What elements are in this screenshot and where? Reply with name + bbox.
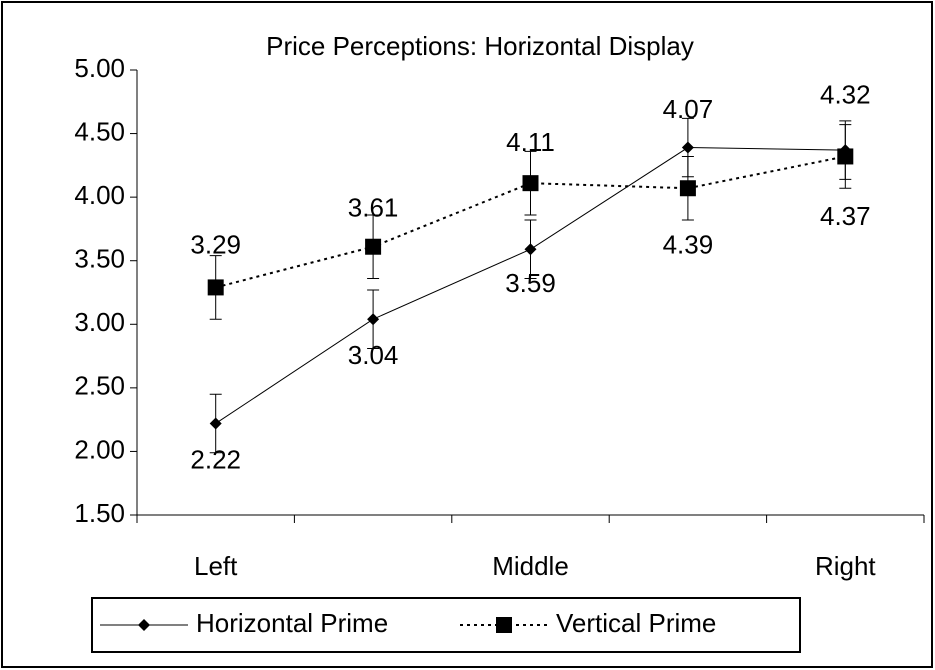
x-tick-label: Right bbox=[815, 551, 876, 581]
data-point bbox=[207, 279, 224, 296]
y-tick-label: 4.00 bbox=[74, 180, 125, 210]
data-label: 4.32 bbox=[820, 79, 871, 109]
y-tick-label: 3.00 bbox=[74, 307, 125, 337]
data-label: 4.39 bbox=[663, 229, 714, 259]
data-point bbox=[365, 238, 382, 255]
legend-marker bbox=[138, 619, 150, 631]
data-label: 3.04 bbox=[348, 340, 399, 370]
data-point bbox=[679, 180, 696, 197]
data-point bbox=[524, 243, 537, 256]
data-point bbox=[367, 313, 380, 326]
data-label: 4.11 bbox=[506, 127, 555, 157]
data-label: 4.07 bbox=[663, 94, 714, 124]
data-label: 3.61 bbox=[348, 193, 399, 223]
data-label: 3.59 bbox=[505, 268, 556, 298]
y-tick-label: 5.00 bbox=[74, 53, 125, 83]
data-label: 2.22 bbox=[190, 444, 241, 474]
data-label: 3.29 bbox=[190, 229, 241, 259]
chart-title: Price Perceptions: Horizontal Display bbox=[266, 31, 694, 61]
legend-box bbox=[91, 597, 801, 653]
y-tick-label: 2.00 bbox=[74, 434, 125, 464]
y-tick-label: 4.50 bbox=[74, 116, 125, 146]
y-tick-label: 3.50 bbox=[74, 244, 125, 274]
legend-label: Horizontal Prime bbox=[196, 608, 388, 638]
data-point bbox=[522, 175, 539, 192]
data-point bbox=[209, 417, 222, 430]
data-point bbox=[681, 141, 694, 154]
data-point bbox=[837, 148, 854, 165]
y-tick-label: 2.50 bbox=[74, 371, 125, 401]
x-tick-label: Left bbox=[194, 551, 238, 581]
y-tick-label: 1.50 bbox=[74, 498, 125, 528]
data-label: 4.37 bbox=[820, 201, 871, 231]
legend-marker bbox=[496, 617, 512, 633]
legend-label: Vertical Prime bbox=[556, 608, 716, 638]
x-tick-label: Middle bbox=[492, 551, 569, 581]
